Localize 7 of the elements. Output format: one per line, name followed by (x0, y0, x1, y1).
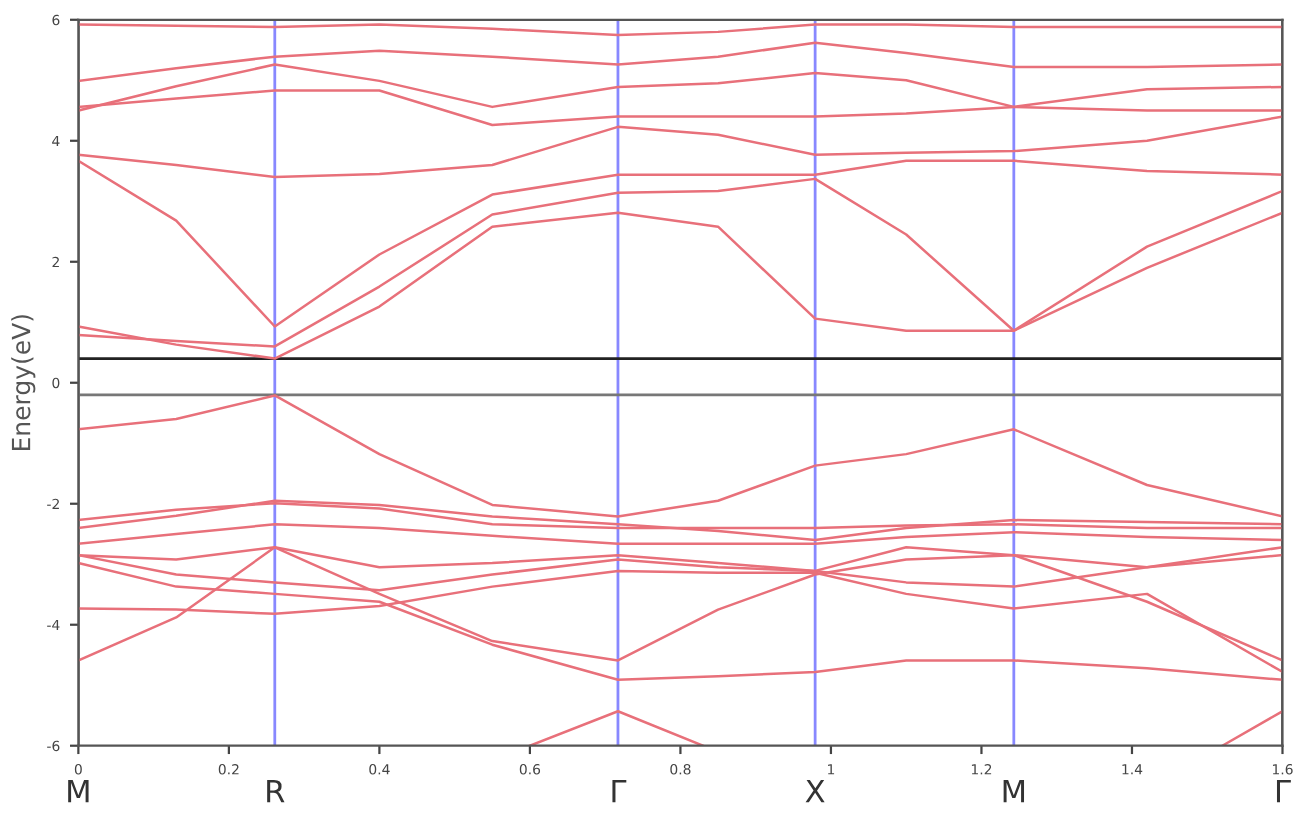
ref-line-label: M (68, 779, 89, 803)
ref-line-label: Γ (1276, 779, 1291, 803)
y-axis-title: Energy(eV) (11, 315, 36, 451)
ref-line-label: X (805, 779, 825, 803)
ref-line-label: M (1003, 779, 1025, 803)
ref-line-label: Γ (612, 779, 627, 803)
ref-line-label: R (267, 779, 285, 803)
